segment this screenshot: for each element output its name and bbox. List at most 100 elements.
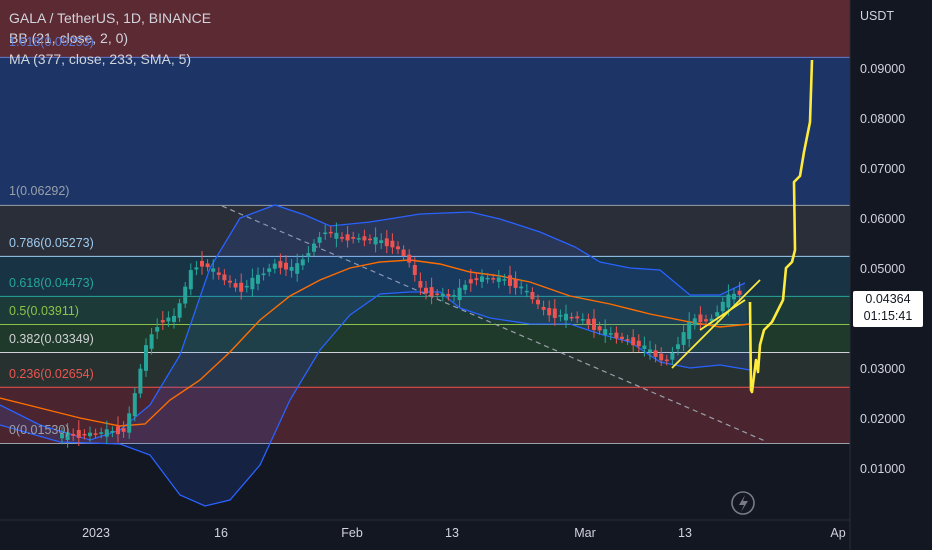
bb-indicator-label[interactable]: BB (21, close, 2, 0): [9, 30, 129, 46]
fib-zone: [0, 0, 850, 58]
time-tick: Mar: [574, 526, 596, 540]
candle-body: [116, 426, 120, 435]
candle-body: [379, 240, 384, 243]
candle-body: [468, 279, 473, 284]
price-tick: 0.07000: [860, 162, 906, 176]
candle-body: [429, 287, 434, 297]
fib-label-0382: 0.382(0.03349): [9, 332, 94, 346]
candle-body: [614, 332, 619, 339]
candle-body: [491, 278, 496, 280]
candle-body: [149, 334, 154, 349]
candle-body: [575, 316, 580, 319]
candle-body: [687, 322, 692, 339]
candle-body: [272, 263, 277, 269]
candle-body: [166, 317, 171, 322]
candle-body: [71, 433, 76, 436]
candle-body: [256, 274, 260, 284]
candle-body: [463, 284, 468, 290]
candle-body: [452, 295, 456, 297]
candle-body: [306, 252, 311, 257]
candle-body: [676, 344, 680, 349]
candle-body: [547, 308, 552, 316]
candle-body: [715, 312, 720, 317]
candle-body: [580, 319, 585, 321]
candle-body: [664, 359, 669, 362]
candle-body: [60, 433, 64, 439]
candle-body: [76, 429, 81, 438]
bar-countdown: 01:15:41: [863, 309, 913, 323]
candle-body: [317, 237, 322, 243]
candle-body: [592, 318, 596, 330]
candle-body: [418, 281, 423, 288]
candle-body: [216, 272, 221, 275]
fib-zone: [0, 443, 850, 550]
fib-zone: [0, 296, 850, 324]
fib-label-0618: 0.618(0.04473): [9, 276, 94, 290]
candle-body: [278, 261, 283, 268]
candle-body: [457, 287, 462, 301]
candle-body: [289, 266, 294, 271]
candle-body: [300, 259, 305, 266]
current-price-tag: 0.04364 01:15:41: [853, 291, 923, 327]
projection-path: [748, 59, 814, 394]
candle-body: [424, 287, 428, 294]
candle-body: [401, 249, 406, 256]
candle-body: [345, 234, 350, 241]
candle-body: [267, 268, 272, 272]
candle-body: [284, 262, 288, 270]
bollinger-upper: [0, 204, 746, 441]
candle-body: [732, 293, 736, 300]
candle-body: [110, 430, 115, 433]
candle-body: [564, 313, 568, 321]
price-tick: 0.06000: [860, 212, 906, 226]
candle-body: [720, 301, 725, 312]
candle-body: [681, 332, 686, 345]
lightning-icon: [731, 491, 755, 515]
price-tick: 0.08000: [860, 112, 906, 126]
candle-body: [704, 319, 708, 322]
candle-body: [177, 303, 182, 318]
candle-body: [502, 279, 507, 281]
bollinger-lower: [0, 291, 751, 507]
candle-body: [340, 237, 344, 239]
time-tick: 16: [214, 526, 228, 540]
candle-body: [384, 238, 389, 247]
candle-body: [334, 232, 339, 239]
time-tick: 13: [445, 526, 459, 540]
candle-body: [239, 282, 244, 292]
candle-body: [132, 393, 137, 417]
candle-body: [569, 316, 574, 319]
candle-body: [127, 413, 132, 433]
candle-body: [440, 293, 445, 296]
candle-body: [160, 320, 165, 323]
candle-body: [709, 318, 714, 322]
candle-body: [536, 299, 540, 305]
candle-body: [368, 238, 372, 241]
fib-zone: [0, 387, 850, 443]
candle-body: [138, 368, 143, 394]
candle-body: [222, 274, 227, 281]
candle-body: [648, 349, 652, 353]
candle-body: [295, 263, 300, 274]
candle-body: [412, 265, 417, 275]
fib-label-0: 0(0.01530): [9, 423, 70, 437]
fib-zone: [0, 324, 850, 352]
candle-body: [183, 286, 188, 304]
candle-body: [82, 433, 87, 436]
price-axis-currency: USDT: [860, 9, 895, 23]
candle-body: [631, 337, 636, 346]
fib-zone: [0, 58, 850, 205]
candle-body: [435, 293, 440, 295]
price-tick: 0.09000: [860, 62, 906, 76]
fib-label-1: 1(0.06292): [9, 184, 70, 198]
candle-body: [396, 246, 400, 250]
candle-body: [104, 429, 109, 437]
current-price: 0.04364: [865, 292, 911, 306]
candle-body: [121, 428, 126, 432]
ma-indicator-label[interactable]: MA (377, close, 233, SMA, 5): [9, 51, 192, 67]
bollinger-band-fill: [0, 205, 750, 506]
candle-body: [670, 352, 675, 360]
candle-body: [250, 277, 255, 290]
fib-label-0236: 0.236(0.02654): [9, 367, 94, 381]
